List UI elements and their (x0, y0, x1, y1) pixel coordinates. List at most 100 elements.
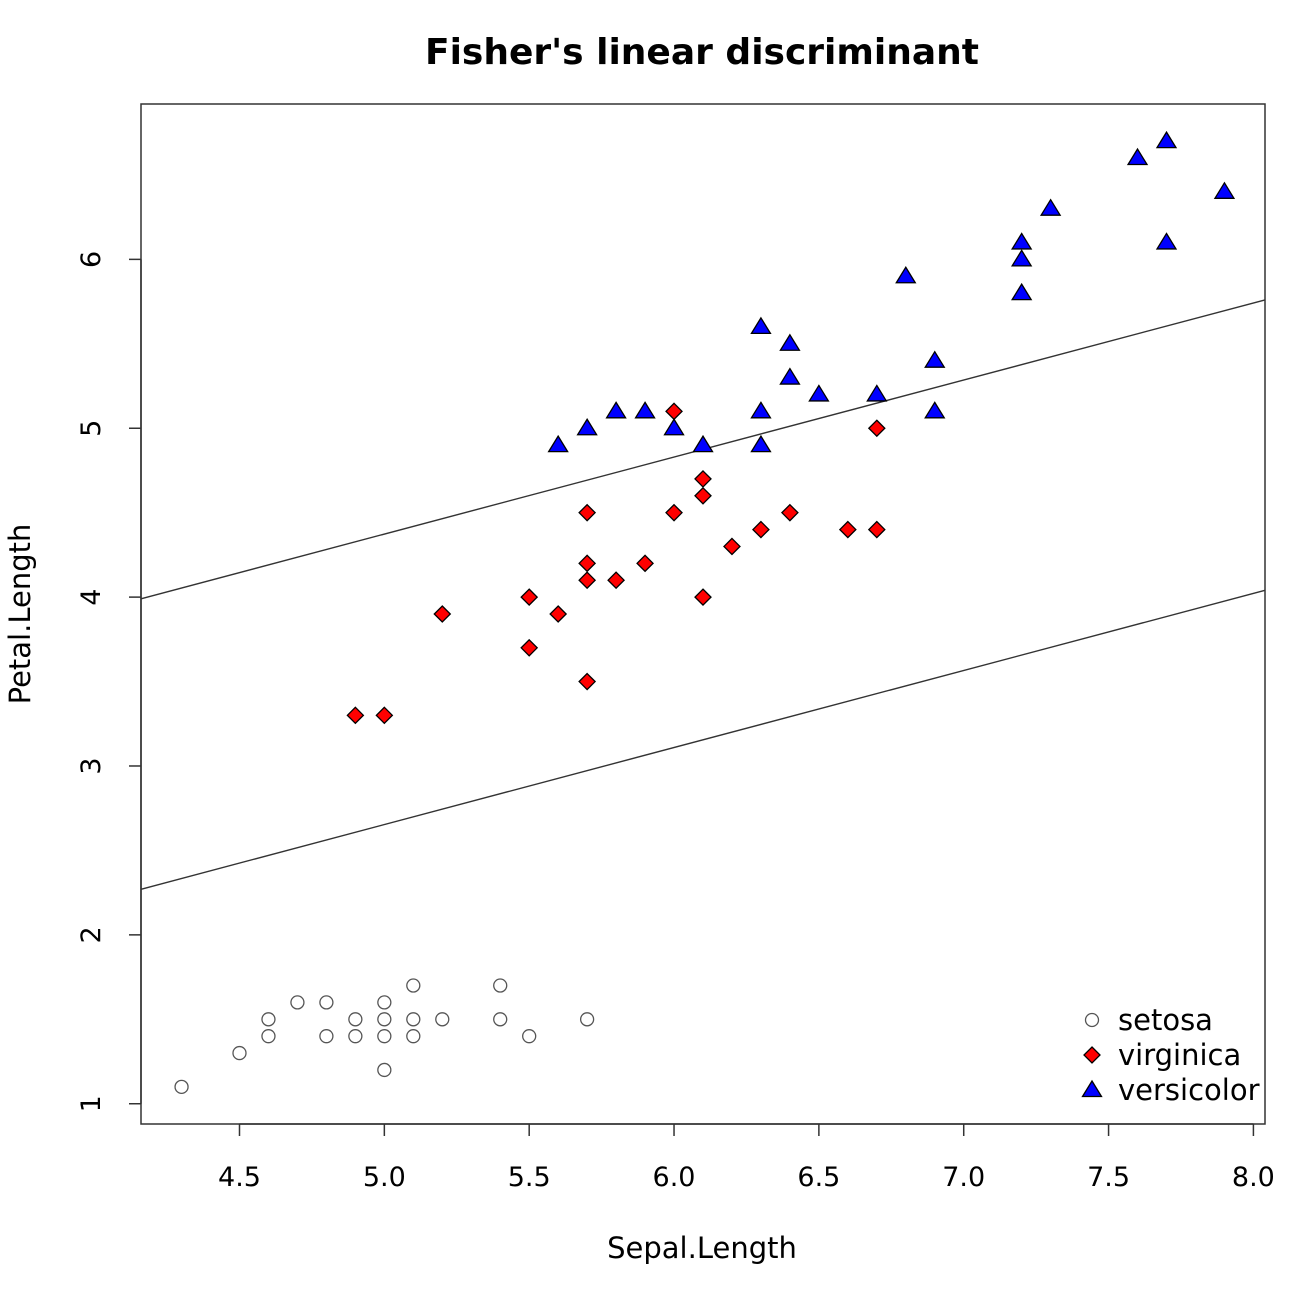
versicolor-point (634, 401, 656, 419)
x-axis: 4.5 5.0 5.5 6.0 6.5 7.0 7.5 8.0 (218, 1123, 1275, 1193)
x-axis-label: Sepal.Length (607, 1231, 797, 1265)
virginica-point (549, 605, 568, 623)
versicolor-point (1010, 249, 1033, 267)
setosa-point (406, 1029, 421, 1044)
versicolor-point (750, 434, 772, 453)
versicolor-point (692, 434, 714, 453)
virginica-point (665, 402, 683, 421)
y-tick-label: 5 (76, 420, 107, 437)
versicolor-point (1155, 130, 1178, 149)
versicolor-point (1010, 282, 1033, 301)
virginica-point (578, 503, 597, 522)
legend-label-virginica: virginica (1118, 1038, 1241, 1072)
setosa-point (348, 1012, 363, 1027)
virginica-point (780, 503, 799, 522)
virginica-point (838, 520, 857, 539)
legend-marker-virginica (1083, 1046, 1101, 1064)
setosa-point (290, 995, 305, 1010)
virginica-point (694, 486, 712, 505)
versicolor-point (1039, 198, 1062, 216)
versicolor-point (779, 367, 801, 385)
x-tick-label: 7.0 (942, 1162, 985, 1193)
setosa-point (522, 1029, 537, 1044)
virginica-point (578, 571, 597, 590)
setosa-point (261, 1029, 276, 1044)
virginica-point (520, 588, 539, 607)
versicolor-point (1126, 147, 1149, 166)
x-tick-label: 7.5 (1087, 1162, 1130, 1193)
x-tick-label: 5.0 (363, 1162, 406, 1193)
setosa-point (406, 978, 421, 993)
setosa-point (493, 978, 508, 993)
setosa-point (319, 1029, 334, 1044)
setosa-point (435, 1012, 450, 1027)
setosa-point (377, 995, 392, 1010)
data-points (174, 130, 1236, 1094)
virginica-point (578, 672, 597, 691)
versicolor-point (808, 384, 830, 402)
y-tick-label: 3 (76, 757, 107, 774)
versicolor-point (1213, 181, 1236, 199)
setosa-point (348, 1029, 363, 1044)
versicolor-point (866, 384, 888, 402)
setosa-point (319, 995, 334, 1010)
setosa-point (579, 1012, 595, 1027)
setosa-point (232, 1045, 247, 1061)
versicolor-point (605, 401, 627, 419)
legend-marker-versicolor (1081, 1079, 1103, 1098)
virginica-point (346, 706, 365, 725)
versicolor-point (1155, 232, 1178, 250)
setosa-point (406, 1012, 421, 1027)
versicolor-point (576, 417, 598, 436)
y-tick-label: 6 (76, 251, 107, 268)
x-tick-label: 6.0 (653, 1162, 696, 1193)
virginica-point (375, 706, 394, 725)
x-tick-label: 5.5 (508, 1162, 551, 1193)
y-tick-label: 4 (76, 589, 107, 606)
versicolor-point (1010, 232, 1033, 250)
virginica-point (520, 638, 539, 657)
virginica-point (578, 554, 597, 573)
setosa-point (377, 1062, 392, 1078)
virginica-point (752, 520, 770, 539)
virginica-point (694, 588, 712, 607)
discriminant-line-2 (140, 589, 1266, 890)
setosa-point (377, 1029, 392, 1044)
virginica-point (636, 554, 654, 573)
setosa-point (377, 1012, 392, 1027)
series-virginica (346, 402, 886, 725)
virginica-point (723, 537, 741, 556)
versicolor-point (663, 417, 685, 436)
virginica-point (694, 469, 712, 488)
y-tick-label: 2 (76, 926, 107, 943)
x-tick-label: 8.0 (1232, 1162, 1275, 1193)
setosa-point (493, 1012, 508, 1027)
versicolor-point (750, 316, 772, 335)
legend-label-versicolor: versicolor (1118, 1073, 1260, 1107)
versicolor-point (924, 401, 946, 419)
legend-marker-setosa (1084, 1012, 1100, 1028)
versicolor-point (547, 434, 569, 453)
versicolor-point (750, 401, 772, 419)
y-tick-label: 1 (76, 1095, 107, 1112)
x-tick-label: 4.5 (218, 1162, 261, 1193)
virginica-point (665, 503, 683, 522)
versicolor-point (779, 333, 801, 351)
x-tick-label: 6.5 (797, 1162, 840, 1193)
virginica-point (867, 419, 886, 438)
setosa-point (261, 1012, 276, 1027)
y-axis-label: Petal.Length (3, 524, 37, 705)
series-versicolor (547, 130, 1236, 453)
chart-title: Fisher's linear discriminant (425, 32, 979, 73)
series-setosa (174, 978, 595, 1094)
y-axis: 1 2 3 4 5 6 (76, 251, 142, 1112)
virginica-point (433, 605, 452, 623)
versicolor-point (895, 266, 917, 284)
legend-label-setosa: setosa (1118, 1003, 1213, 1037)
plot-area-border (140, 103, 1266, 1125)
setosa-point (174, 1079, 189, 1094)
virginica-point (607, 571, 626, 590)
versicolor-point (924, 350, 946, 368)
